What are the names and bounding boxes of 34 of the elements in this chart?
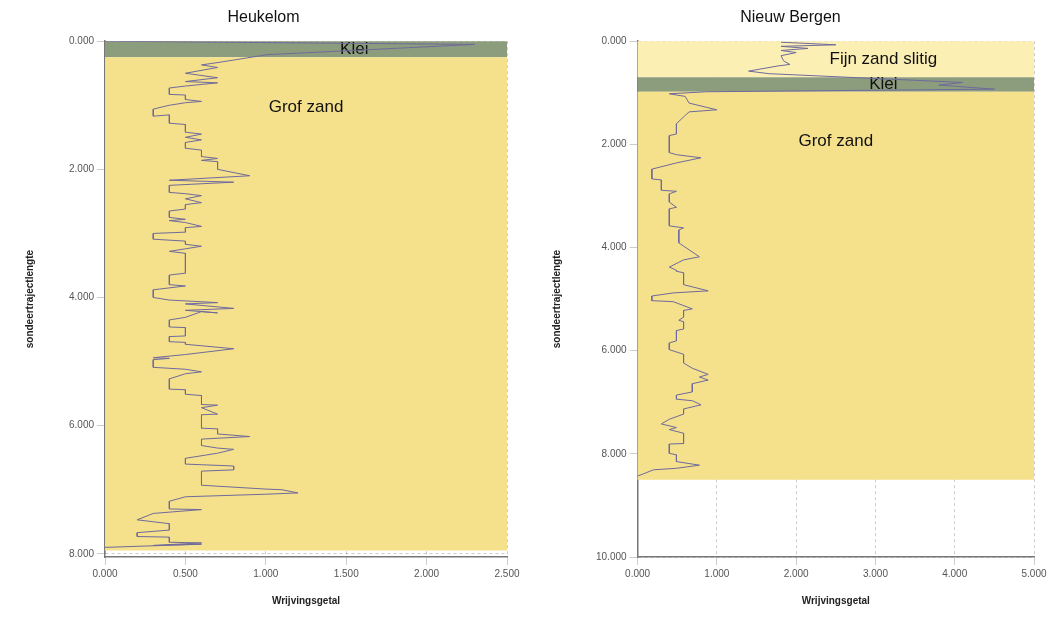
band-label: Grof zand (798, 131, 874, 151)
x-tick-label: 3.000 (862, 567, 889, 579)
x-tick-label: 2.000 (414, 567, 440, 579)
x-tick-label: 4.000 (942, 567, 968, 579)
x-tick-label: 1.000 (704, 567, 730, 579)
y-tick-label: 2.000 (68, 163, 95, 175)
y-tick-label: 8.000 (601, 447, 628, 459)
x-axis-title: Wrijvingsgetal (271, 594, 341, 606)
y-tick-label: 6.000 (68, 419, 95, 431)
x-tick-label: 0.000 (92, 567, 118, 579)
y-tick-label: 4.000 (601, 241, 628, 253)
x-tick-label: 0.500 (172, 567, 199, 579)
x-tick-label: 2.000 (783, 567, 810, 579)
y-tick-label: 0.000 (601, 34, 628, 46)
band-label: Klei (869, 74, 898, 94)
band-label: Fijn zand slitig (829, 48, 938, 68)
x-tick-label: 1.000 (253, 567, 279, 579)
y-tick-label: 0.000 (68, 34, 95, 46)
y-tick-label: 8.000 (68, 547, 95, 559)
y-tick-label: 2.000 (601, 138, 628, 150)
y-tick-label: 4.000 (68, 291, 95, 303)
chart-title: Nieuw Bergen (740, 8, 841, 26)
x-tick-label: 1.500 (333, 567, 360, 579)
x-tick-label: 5.000 (1021, 567, 1047, 579)
y-axis-title: sondeertrajectlengte (550, 249, 562, 349)
y-tick-label: 6.000 (601, 344, 628, 356)
y-axis-title: sondeertrajectlengte (23, 249, 35, 349)
x-axis-title: Wrijvingsgetal (801, 594, 871, 606)
x-tick-label: 2.500 (494, 567, 520, 579)
band-label: Klei (340, 38, 369, 58)
chart-title: Heukelom (227, 8, 300, 26)
y-tick-label: 10.000 (595, 550, 628, 562)
band-label: Grof zand (268, 96, 344, 116)
x-tick-label: 0.000 (625, 567, 651, 579)
